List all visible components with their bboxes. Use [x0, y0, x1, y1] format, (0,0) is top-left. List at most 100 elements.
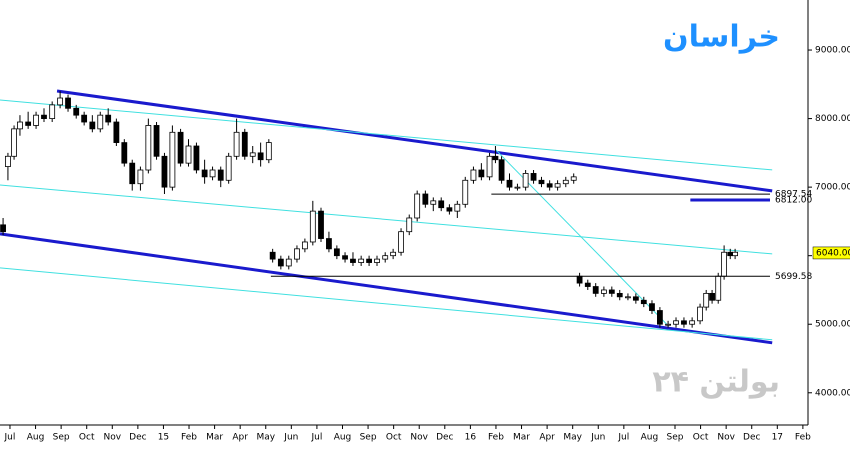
candle-body: [277, 258, 284, 267]
candle-body: [269, 251, 276, 260]
candle-body: [632, 296, 639, 301]
candle-body: [366, 258, 372, 263]
candle-body: [562, 179, 569, 185]
x-tick-label: May: [256, 433, 275, 443]
candle-body: [438, 200, 445, 209]
x-tick-label: Oct: [693, 433, 709, 443]
candle-body: [358, 258, 365, 263]
candle-body: [309, 210, 316, 243]
candle-body: [592, 286, 599, 294]
chart-title: خراسان: [663, 20, 780, 55]
candle-body: [193, 145, 200, 171]
x-tick-label: Apr: [232, 433, 248, 443]
x-tick-label: Jul: [4, 433, 16, 443]
candle-body: [318, 210, 324, 239]
candle-body: [177, 131, 184, 164]
candle-body: [333, 248, 340, 257]
candle-body: [25, 121, 32, 126]
candle-body: [41, 114, 47, 119]
candle-body: [414, 193, 421, 219]
level-label: 6812.00: [775, 196, 812, 206]
candle-body: [430, 200, 437, 205]
x-tick-label: Aug: [641, 433, 659, 443]
candle-body: [185, 145, 192, 164]
candle-body: [153, 125, 160, 157]
candle-body: [422, 193, 429, 205]
candle-body: [0, 224, 6, 233]
candle-body: [105, 114, 112, 123]
candle-body: [492, 155, 499, 161]
x-tick-label: Jul: [310, 433, 322, 443]
x-tick-label: Feb: [488, 433, 504, 443]
candle-body: [665, 323, 671, 326]
candle-body: [249, 152, 256, 157]
trend-line: [0, 99, 773, 171]
trend-line: [0, 267, 773, 341]
candle-body: [57, 97, 64, 106]
candle-body: [640, 299, 647, 305]
y-tick-label: 9000.00: [815, 46, 850, 56]
candle-body: [390, 251, 397, 257]
candle-body: [5, 155, 11, 167]
candle-body: [241, 131, 248, 157]
candle-body: [169, 131, 176, 188]
candle-body: [673, 320, 679, 325]
candle-body: [498, 159, 505, 181]
candle-body: [11, 128, 17, 157]
candle-body: [285, 258, 292, 267]
candle-body: [681, 320, 687, 325]
candle-body: [697, 306, 703, 322]
x-tick-label: Nov: [717, 433, 735, 443]
x-tick-label: Sep: [53, 433, 70, 443]
x-tick-label: 16: [465, 433, 477, 443]
candle-body: [600, 289, 607, 294]
y-tick-label: 4000.00: [815, 388, 850, 398]
candle-body: [398, 231, 404, 253]
candle-body: [649, 303, 655, 311]
x-tick-label: Oct: [386, 433, 402, 443]
x-tick-label: Sep: [667, 433, 684, 443]
candle-body: [97, 114, 104, 130]
candle-body: [17, 121, 23, 130]
candle-body: [265, 142, 272, 161]
candle-body: [554, 183, 561, 188]
candle-body: [301, 241, 308, 250]
candle-body: [470, 169, 477, 181]
candle-body: [486, 155, 493, 178]
candle-body: [616, 292, 623, 298]
candle-body: [584, 282, 591, 287]
candle-body: [608, 289, 615, 294]
candle-body: [546, 183, 553, 188]
x-tick-label: Oct: [79, 433, 95, 443]
candle-body: [576, 275, 583, 284]
x-tick-label: Dec: [436, 433, 453, 443]
x-tick-label: Nov: [410, 433, 428, 443]
candle-body: [462, 179, 469, 205]
level-label: 6040.00: [816, 248, 850, 258]
candle-body: [65, 97, 71, 109]
candle-body: [514, 186, 521, 189]
candle-body: [522, 173, 529, 188]
candle-body: [73, 107, 80, 116]
candle-body: [446, 207, 453, 212]
trend-line: [0, 232, 773, 345]
x-tick-label: Apr: [539, 433, 555, 443]
level-label-box: [812, 246, 850, 260]
candle-body: [81, 114, 88, 123]
x-tick-label: Mar: [206, 433, 223, 443]
candle-body: [382, 255, 389, 260]
candle-body: [703, 292, 710, 308]
candle-body: [201, 169, 208, 178]
candle-body: [326, 238, 332, 250]
x-tick-label: Jul: [617, 433, 629, 443]
y-tick-label: 5000.00: [815, 320, 850, 330]
candle-body: [689, 320, 696, 325]
x-tick-label: Dec: [129, 433, 146, 443]
candle-body: [538, 179, 545, 185]
candle-body: [721, 251, 728, 277]
x-tick-label: Dec: [743, 433, 760, 443]
x-tick-label: 15: [158, 433, 169, 443]
candle-body: [145, 125, 152, 171]
x-tick-label: Feb: [795, 433, 811, 443]
